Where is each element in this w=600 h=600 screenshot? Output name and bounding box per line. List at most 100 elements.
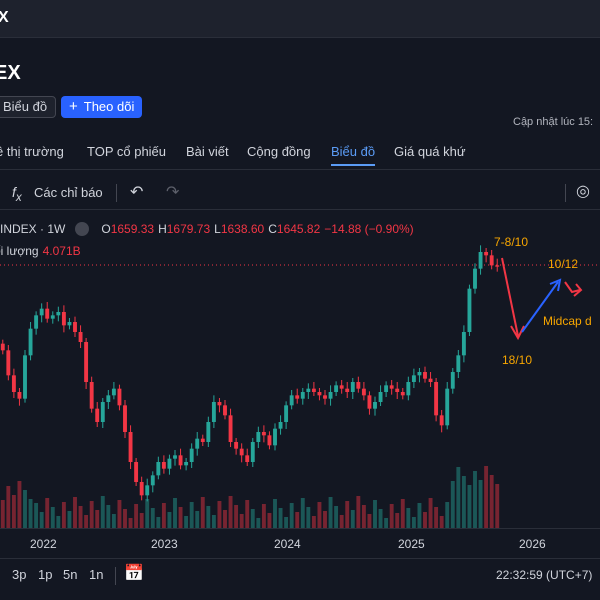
candle-body (6, 350, 11, 376)
volume-bar (45, 498, 50, 528)
settings-dot-icon[interactable] (75, 221, 90, 236)
candle-body (39, 308, 44, 316)
candle-body (328, 392, 333, 399)
candle-body (373, 402, 377, 409)
annotation-peak: 7-8/10 (494, 235, 529, 249)
timeframe-1n[interactable]: 1n (89, 567, 104, 582)
small-down-arrow (564, 281, 581, 294)
volume-bar (484, 466, 489, 528)
candle-body (450, 372, 455, 389)
follow-button[interactable]: + Theo dõi (61, 96, 143, 118)
volume-bar (450, 481, 455, 528)
tab-price-history[interactable]: Giá quá khứ (394, 144, 466, 159)
time-axis[interactable]: 2022 2023 2024 2025 2026 (0, 528, 600, 556)
volume-bar (284, 517, 289, 528)
small-down-arrow-head (573, 283, 583, 297)
volume-bar (123, 509, 127, 528)
indicators-button[interactable]: Các chỉ báo (34, 185, 103, 200)
volume-layer (0, 466, 500, 528)
volume-bar (239, 514, 244, 528)
candle-body (28, 328, 33, 356)
volume-bar (250, 509, 255, 528)
candle-body (61, 312, 66, 326)
volume-bar (11, 495, 16, 528)
volume-bar (117, 500, 122, 528)
candle-body (267, 435, 272, 446)
candle-body (423, 372, 427, 379)
candle-body (117, 388, 122, 406)
volume-bar (234, 505, 239, 528)
change-value: −14.88 (−0.90%) (324, 222, 414, 236)
candle-body (350, 382, 355, 392)
volume-bar (228, 496, 233, 528)
symbol-interval[interactable]: INDEX · 1W (0, 222, 66, 236)
volume-bar (367, 514, 372, 528)
volume-bar (339, 515, 344, 528)
candle-body (11, 375, 16, 392)
tab-community[interactable]: Cộng đồng (247, 144, 311, 159)
volume-bar (400, 499, 405, 528)
candle-body (411, 375, 416, 382)
candle-body (145, 485, 150, 496)
volume-bar (245, 500, 250, 528)
candle-body (300, 392, 305, 399)
volume-bar (317, 502, 322, 528)
volume-bar (356, 496, 361, 528)
tab-top-stocks[interactable]: TOP cổ phiếu (87, 144, 167, 159)
candle-body (334, 385, 339, 392)
volume-bar (134, 504, 139, 528)
candle-body (384, 385, 389, 392)
fx-icon[interactable]: fx (12, 184, 22, 204)
x-tick-2022: 2022 (30, 537, 57, 551)
candle-body (95, 408, 100, 422)
timeframe-5n[interactable]: 5n (63, 567, 78, 582)
high-value: 1679.73 (166, 222, 211, 236)
candle-body (111, 388, 116, 396)
timeframe-1p[interactable]: 1p (38, 567, 53, 582)
volume-bar (167, 512, 172, 528)
chart-button[interactable]: Biểu đồ (0, 96, 57, 118)
volume-bar (6, 486, 11, 528)
tab-chart[interactable]: Biểu đồ (331, 144, 376, 166)
price-chart[interactable] (0, 212, 600, 558)
volume-bar (456, 467, 461, 528)
candle-body (200, 438, 205, 442)
redo-icon[interactable]: ↷ (166, 184, 180, 201)
tab-market-overview[interactable]: ê thị trường (0, 144, 64, 159)
volume-bar (184, 516, 189, 528)
volume-bar (84, 515, 89, 528)
candle-body (361, 388, 366, 396)
volume-bar (106, 505, 111, 528)
volume-bar (261, 504, 266, 528)
candle-body (173, 455, 177, 459)
volume-bar (350, 510, 355, 528)
candle-body (195, 438, 200, 449)
x-tick-2024: 2024 (274, 537, 301, 551)
volume-bar (328, 497, 333, 528)
volume-bar (56, 516, 61, 528)
down-arrow-head (510, 325, 525, 341)
candles-layer (0, 245, 500, 502)
volume-bar (256, 518, 261, 528)
open-value: 1659.33 (110, 222, 155, 236)
volume-bar (61, 502, 66, 528)
candle-body (278, 422, 283, 429)
close-value: 1645.82 (276, 222, 321, 236)
candle-body (161, 462, 166, 469)
volume-bar (406, 508, 411, 528)
clock-readout: 22:32:59 (UTC+7) (496, 568, 593, 582)
candle-body (45, 308, 50, 319)
candle-body (473, 268, 477, 289)
volume-bar (95, 510, 100, 528)
snapshot-icon[interactable]: ◎ (576, 183, 590, 200)
volume-bar (334, 506, 339, 528)
timeframe-3p[interactable]: 3p (12, 567, 27, 582)
calendar-range-icon[interactable]: 📅 (124, 565, 144, 582)
candle-body (323, 395, 327, 399)
volume-bar (411, 517, 416, 528)
undo-icon[interactable]: ↶ (130, 184, 144, 201)
volume-bar (223, 510, 227, 528)
tab-articles[interactable]: Bài viết (186, 144, 229, 159)
candle-body (489, 255, 494, 266)
candle-body (406, 382, 411, 396)
